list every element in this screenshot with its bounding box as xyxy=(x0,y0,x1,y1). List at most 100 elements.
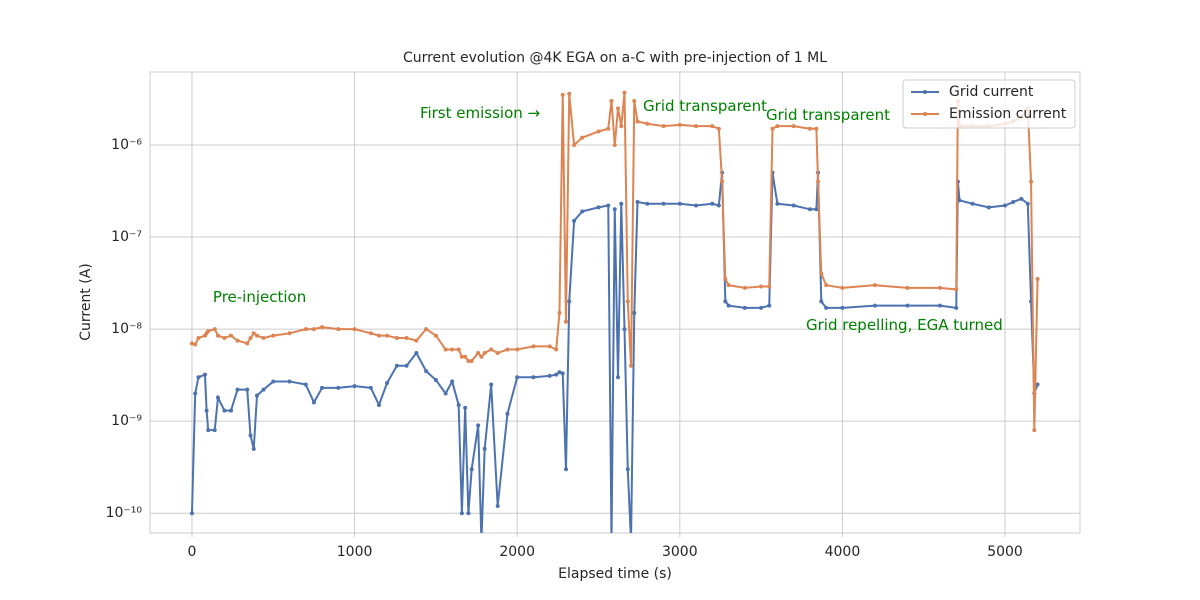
x-tick-label: 0 xyxy=(187,544,196,560)
data-point xyxy=(767,284,772,289)
data-point xyxy=(580,209,585,214)
data-point xyxy=(228,333,233,338)
data-point xyxy=(1029,179,1034,184)
data-point xyxy=(1011,200,1016,205)
data-point xyxy=(824,305,829,310)
data-point xyxy=(775,201,780,206)
data-point xyxy=(710,201,715,206)
data-point xyxy=(954,287,959,292)
data-point xyxy=(720,179,725,184)
data-point xyxy=(816,179,821,184)
annotation: Grid transparent xyxy=(643,97,767,115)
data-point xyxy=(759,305,764,310)
data-point xyxy=(840,285,845,290)
data-point xyxy=(255,393,260,398)
data-point xyxy=(791,124,796,129)
data-point xyxy=(807,126,812,131)
data-point xyxy=(629,539,633,543)
data-point xyxy=(1025,201,1030,206)
data-point xyxy=(824,283,829,288)
data-point xyxy=(610,539,614,543)
data-point xyxy=(531,344,536,349)
data-point xyxy=(645,201,650,206)
data-point xyxy=(469,467,474,472)
data-point xyxy=(385,333,390,338)
data-point xyxy=(202,372,207,377)
data-point xyxy=(596,129,601,134)
data-point xyxy=(560,92,565,97)
data-point xyxy=(710,124,715,129)
y-tick-label: 10⁻⁹ xyxy=(111,413,142,429)
data-point xyxy=(261,387,266,392)
x-tick-label: 4000 xyxy=(825,544,861,560)
data-point xyxy=(222,408,227,413)
data-point xyxy=(476,351,481,356)
data-point xyxy=(723,299,728,304)
data-point xyxy=(775,124,780,129)
data-point xyxy=(251,446,256,451)
data-point xyxy=(368,385,373,390)
data-point xyxy=(204,408,209,413)
data-point xyxy=(645,121,650,126)
data-point xyxy=(770,126,775,131)
data-point xyxy=(819,299,824,304)
data-point xyxy=(1003,203,1008,208)
data-point xyxy=(716,126,721,131)
data-point xyxy=(616,375,621,380)
data-point xyxy=(554,372,559,377)
data-point xyxy=(193,391,198,396)
data-point xyxy=(311,327,316,332)
data-point xyxy=(580,135,585,140)
data-point xyxy=(433,377,438,382)
data-point xyxy=(376,402,381,407)
data-point xyxy=(450,347,455,352)
data-point xyxy=(193,342,198,347)
data-point xyxy=(547,373,552,378)
data-point xyxy=(872,303,877,308)
data-point xyxy=(189,511,194,516)
data-point xyxy=(482,446,487,451)
data-point xyxy=(311,400,316,405)
data-point xyxy=(619,201,624,206)
data-point xyxy=(463,354,468,359)
annotation: Grid repelling, EGA turned xyxy=(806,316,1003,334)
data-point xyxy=(560,371,565,376)
data-point xyxy=(563,319,568,324)
data-point xyxy=(742,285,747,290)
data-point xyxy=(619,124,624,129)
data-point xyxy=(215,395,220,400)
data-point xyxy=(814,207,819,212)
data-point xyxy=(742,305,747,310)
data-point xyxy=(385,380,390,385)
data-point xyxy=(394,336,399,341)
data-point xyxy=(404,336,409,341)
data-point xyxy=(723,277,728,282)
data-point xyxy=(215,333,220,338)
data-point xyxy=(635,119,640,124)
data-point xyxy=(196,375,201,380)
data-point xyxy=(255,333,260,338)
y-tick-label: 10⁻⁷ xyxy=(111,229,142,245)
data-point xyxy=(196,336,201,341)
data-point xyxy=(612,142,617,147)
data-point xyxy=(245,387,250,392)
data-point xyxy=(495,351,500,356)
data-point xyxy=(271,333,276,338)
data-point xyxy=(443,347,448,352)
data-point xyxy=(352,384,357,389)
data-point xyxy=(807,207,812,212)
data-point xyxy=(352,327,357,332)
x-tick-label: 2000 xyxy=(499,544,535,560)
y-axis-label: Current (A) xyxy=(78,263,94,341)
x-tick-label: 5000 xyxy=(987,544,1023,560)
data-point xyxy=(404,363,409,368)
data-point xyxy=(482,351,487,356)
x-tick-label: 3000 xyxy=(662,544,698,560)
data-point xyxy=(212,428,217,433)
data-point xyxy=(726,303,731,308)
data-point xyxy=(1019,196,1024,201)
y-tick-label: 10⁻¹⁰ xyxy=(106,505,143,521)
data-point xyxy=(443,391,448,396)
legend-box xyxy=(902,79,1076,129)
